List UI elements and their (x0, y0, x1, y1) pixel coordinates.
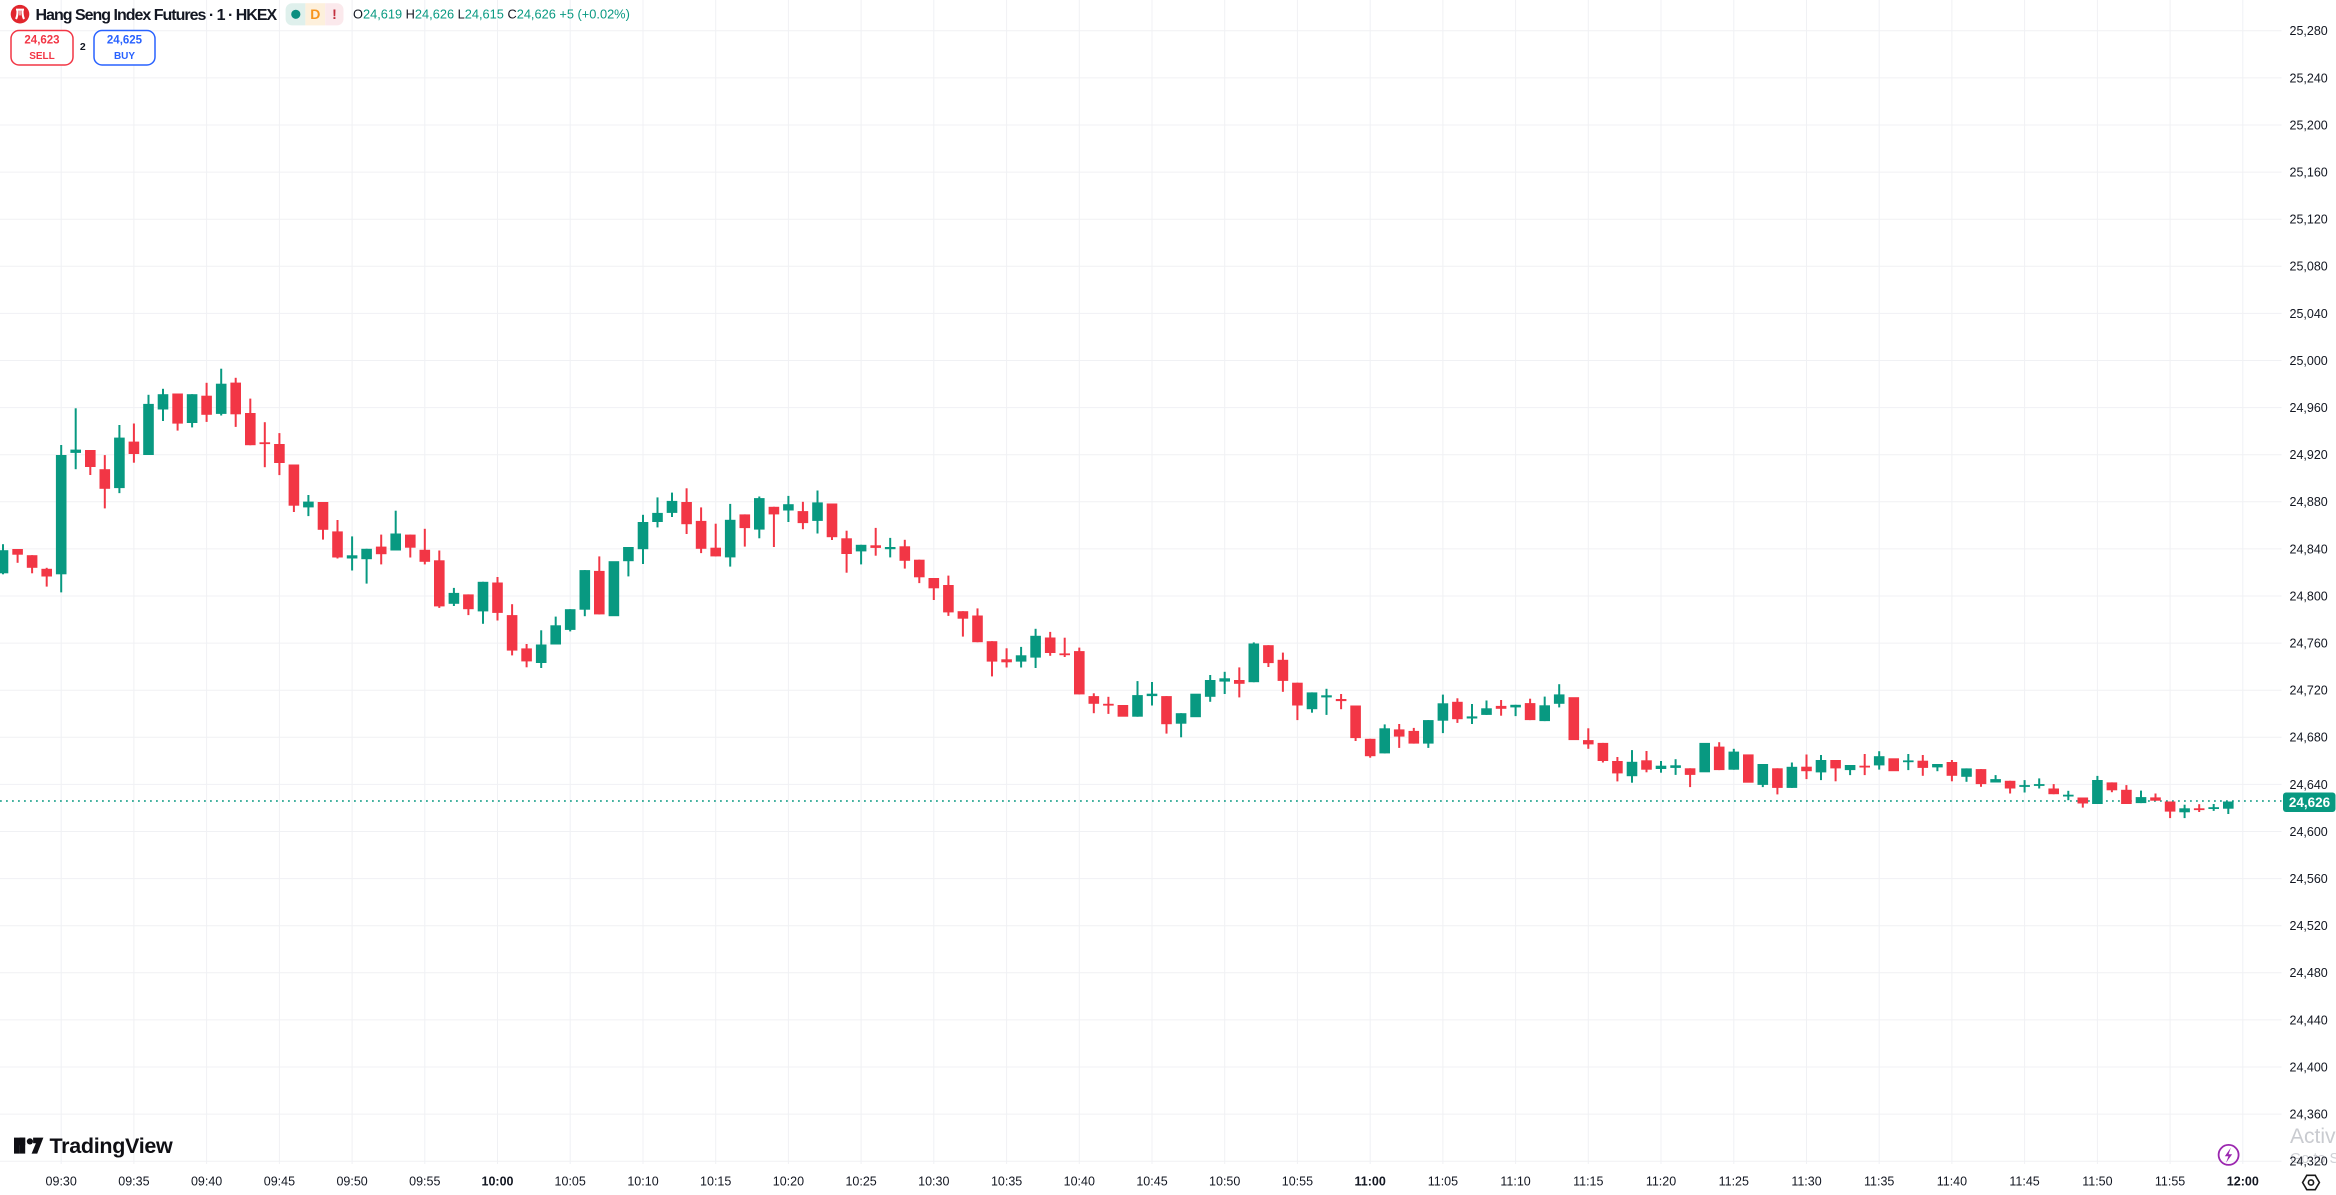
svg-text:Activa: Activa (2290, 1125, 2336, 1148)
svg-text:10:10: 10:10 (627, 1175, 658, 1189)
svg-text:24,960: 24,960 (2290, 401, 2328, 415)
svg-text:2: 2 (80, 41, 86, 53)
svg-text:24,840: 24,840 (2290, 542, 2328, 556)
svg-text:10:55: 10:55 (1282, 1175, 1313, 1189)
svg-text:10:20: 10:20 (773, 1175, 804, 1189)
svg-text:10:00: 10:00 (482, 1175, 514, 1189)
svg-text:24,600: 24,600 (2290, 825, 2328, 839)
svg-text:24,623: 24,623 (24, 35, 59, 47)
svg-text:11:00: 11:00 (1355, 1175, 1386, 1189)
svg-text:TradingView: TradingView (50, 1134, 174, 1158)
svg-text:24,480: 24,480 (2290, 966, 2328, 980)
svg-text:11:10: 11:10 (1500, 1175, 1530, 1189)
svg-text:09:55: 09:55 (409, 1175, 440, 1189)
svg-text:09:45: 09:45 (264, 1175, 295, 1189)
svg-text:10:05: 10:05 (555, 1175, 586, 1189)
svg-text:24,400: 24,400 (2290, 1060, 2328, 1074)
svg-text:Hang Seng Index Futures · 1 ·: Hang Seng Index Futures · 1 · HKEX (36, 7, 278, 24)
svg-text:10:30: 10:30 (918, 1175, 949, 1189)
svg-text:11:40: 11:40 (1937, 1175, 1967, 1189)
svg-text:24,625: 24,625 (107, 35, 143, 47)
svg-text:11:05: 11:05 (1428, 1175, 1458, 1189)
svg-text:24,880: 24,880 (2290, 495, 2328, 509)
svg-text:25,000: 25,000 (2290, 354, 2328, 368)
svg-text:11:20: 11:20 (1646, 1175, 1676, 1189)
svg-text:25,120: 25,120 (2290, 213, 2328, 227)
svg-text:25,080: 25,080 (2290, 260, 2328, 274)
svg-text:24,800: 24,800 (2290, 589, 2328, 603)
svg-text:09:35: 09:35 (118, 1175, 149, 1189)
svg-text:Go to S: Go to S (2290, 1151, 2336, 1167)
svg-text:11:15: 11:15 (1573, 1175, 1603, 1189)
svg-text:24,760: 24,760 (2290, 637, 2328, 651)
svg-text:24,626: 24,626 (2289, 795, 2331, 810)
svg-text:10:15: 10:15 (700, 1175, 731, 1189)
svg-text:24,520: 24,520 (2290, 919, 2328, 933)
svg-text:O24,619 H24,626 L24,615 C24,62: O24,619 H24,626 L24,615 C24,626 +5 (+0.0… (353, 7, 630, 22)
svg-text:25,200: 25,200 (2290, 118, 2328, 132)
svg-text:11:25: 11:25 (1719, 1175, 1749, 1189)
svg-text:24,560: 24,560 (2290, 872, 2328, 886)
svg-text:!: ! (332, 6, 337, 22)
svg-text:24,680: 24,680 (2290, 731, 2328, 745)
svg-text:24,720: 24,720 (2290, 684, 2328, 698)
svg-text:10:35: 10:35 (991, 1175, 1022, 1189)
svg-text:09:30: 09:30 (46, 1175, 77, 1189)
svg-text:25,040: 25,040 (2290, 307, 2328, 321)
svg-text:10:50: 10:50 (1209, 1175, 1240, 1189)
svg-text:11:35: 11:35 (1864, 1175, 1894, 1189)
svg-text:24,360: 24,360 (2290, 1108, 2328, 1122)
svg-text:25,280: 25,280 (2290, 24, 2328, 38)
svg-text:25,240: 25,240 (2290, 71, 2328, 85)
svg-text:09:50: 09:50 (336, 1175, 367, 1189)
svg-text:24,440: 24,440 (2290, 1013, 2328, 1027)
svg-text:11:50: 11:50 (2082, 1175, 2112, 1189)
svg-text:24,320: 24,320 (2290, 1155, 2328, 1169)
svg-text:24,640: 24,640 (2290, 778, 2328, 792)
svg-text:SELL: SELL (29, 51, 55, 62)
svg-text:09:40: 09:40 (191, 1175, 222, 1189)
svg-text:24,920: 24,920 (2290, 448, 2328, 462)
svg-text:11:30: 11:30 (1791, 1175, 1821, 1189)
svg-text:10:40: 10:40 (1064, 1175, 1095, 1189)
svg-text:BUY: BUY (114, 51, 135, 62)
svg-text:12:00: 12:00 (2227, 1175, 2259, 1189)
svg-text:11:45: 11:45 (2009, 1175, 2039, 1189)
svg-text:10:25: 10:25 (845, 1175, 876, 1189)
svg-text:D: D (310, 6, 320, 22)
svg-text:25,160: 25,160 (2290, 166, 2328, 180)
svg-text:10:45: 10:45 (1136, 1175, 1167, 1189)
svg-text:11:55: 11:55 (2155, 1175, 2185, 1189)
